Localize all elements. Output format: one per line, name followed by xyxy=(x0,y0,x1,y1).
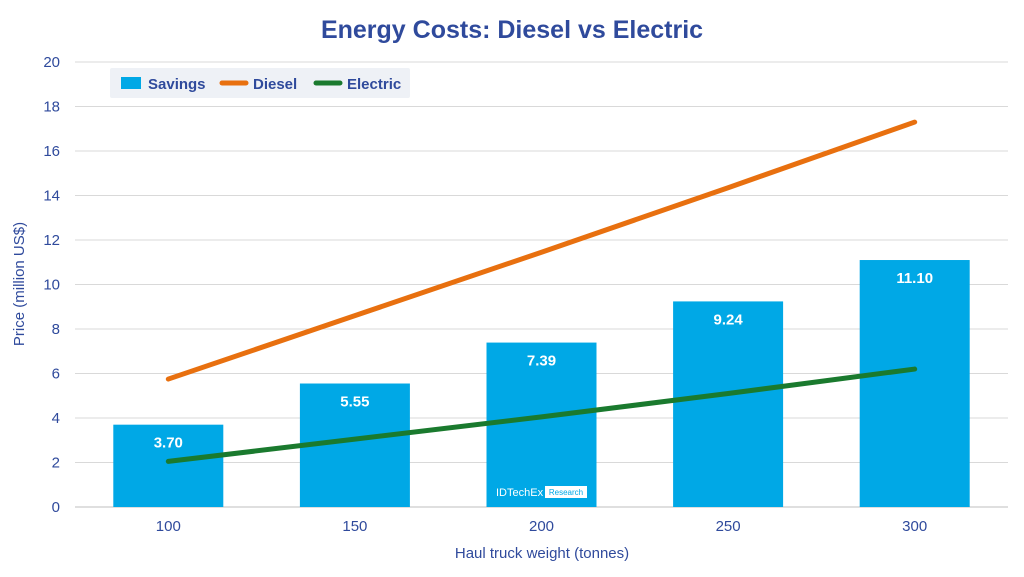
savings-data-label: 3.70 xyxy=(154,435,183,452)
series-lines xyxy=(165,119,918,464)
legend-swatch-savings xyxy=(121,77,141,89)
y-axis-ticks: 0 2 4 6 8 10 12 14 16 18 20 xyxy=(43,54,60,516)
y-tick-label: 2 xyxy=(52,455,60,472)
legend: Savings Diesel Electric xyxy=(110,68,410,98)
x-tick-label: 100 xyxy=(156,518,181,535)
y-tick-label: 14 xyxy=(43,188,60,205)
chart-title: Energy Costs: Diesel vs Electric xyxy=(321,16,703,44)
x-tick-label: 300 xyxy=(902,518,927,535)
y-tick-label: 16 xyxy=(43,143,60,160)
x-tick-label: 200 xyxy=(529,518,554,535)
savings-bar xyxy=(859,260,970,507)
y-tick-label: 0 xyxy=(52,499,60,516)
x-tick-label: 250 xyxy=(716,518,741,535)
electric-line xyxy=(165,366,918,464)
savings-data-label: 7.39 xyxy=(527,353,556,370)
savings-bar xyxy=(486,342,597,507)
gridlines xyxy=(75,61,1008,508)
savings-data-label: 5.55 xyxy=(340,394,369,411)
watermark-tag: Research xyxy=(549,488,583,497)
y-tick-label: 4 xyxy=(52,410,60,427)
savings-data-label: 9.24 xyxy=(713,311,743,328)
watermark-tag-box xyxy=(545,486,587,498)
legend-background xyxy=(110,68,410,98)
bar-data-labels: 3.70 5.55 7.39 9.24 11.10 xyxy=(154,270,933,452)
savings-bar xyxy=(113,424,224,507)
x-axis-label: Haul truck weight (tonnes) xyxy=(455,545,629,562)
legend-label-electric: Electric xyxy=(347,76,401,93)
savings-bars xyxy=(113,260,970,507)
y-axis-label: Price (million US$) xyxy=(11,222,28,346)
legend-label-diesel: Diesel xyxy=(253,76,297,93)
diesel-line xyxy=(165,119,918,382)
y-tick-label: 12 xyxy=(43,232,60,249)
y-tick-label: 18 xyxy=(43,99,60,116)
idtechex-watermark: IDTechEx Research xyxy=(496,486,587,499)
x-axis-ticks: 100 150 200 250 300 xyxy=(156,518,927,535)
x-tick-label: 150 xyxy=(342,518,367,535)
watermark-brand: IDTechEx xyxy=(496,487,544,499)
y-tick-label: 10 xyxy=(43,277,60,294)
legend-label-savings: Savings xyxy=(148,76,206,93)
y-tick-label: 8 xyxy=(52,321,60,338)
y-tick-label: 20 xyxy=(43,54,60,71)
savings-bar xyxy=(673,301,784,507)
savings-data-label: 11.10 xyxy=(896,270,933,287)
y-tick-label: 6 xyxy=(52,366,60,383)
